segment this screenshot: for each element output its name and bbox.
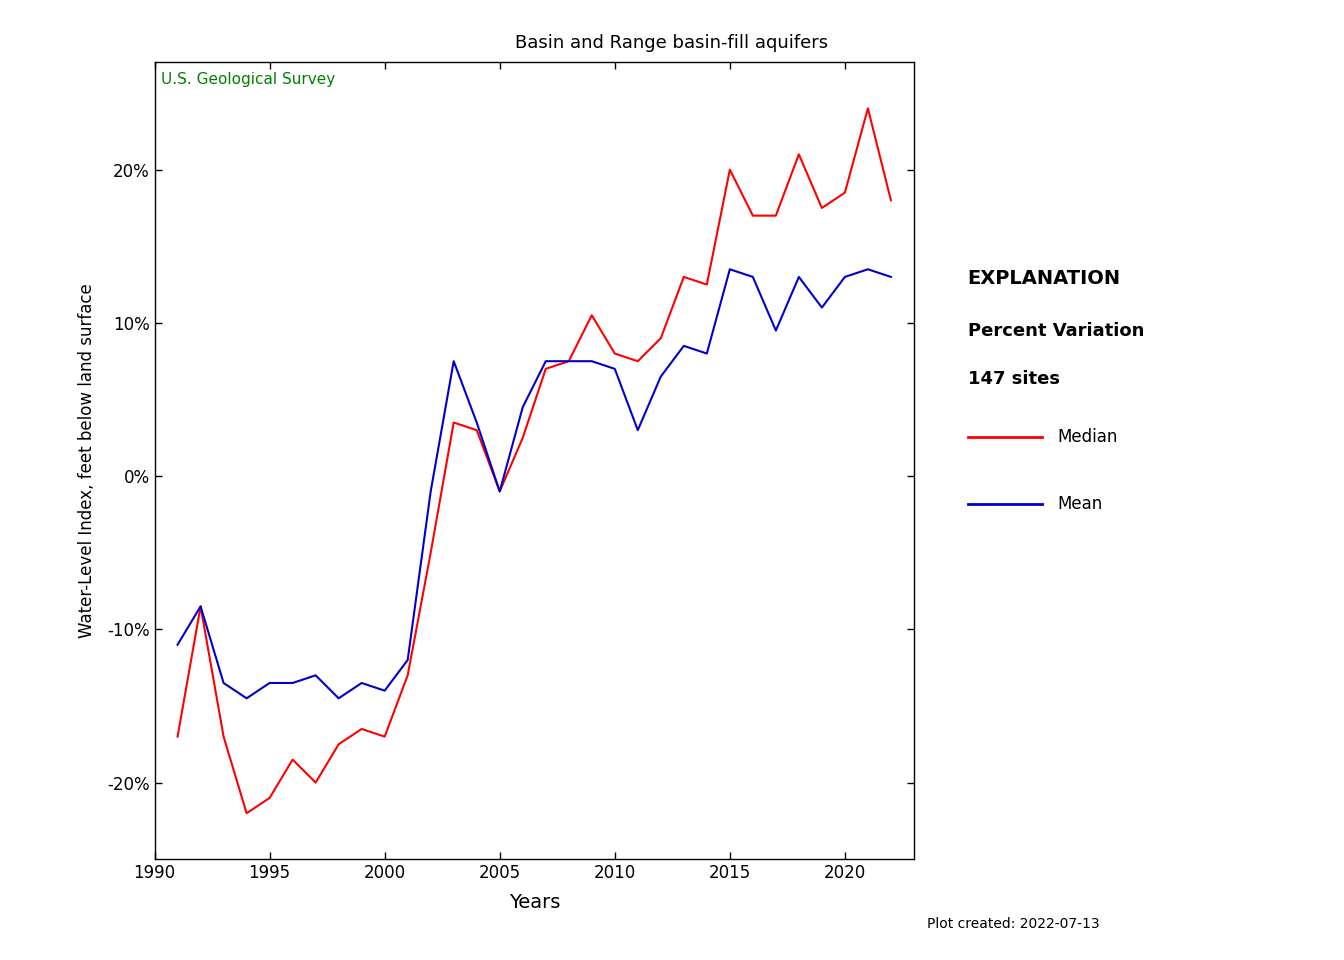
- Mean: [469, 417, 485, 428]
- Median: [262, 792, 278, 804]
- Median: [767, 210, 784, 222]
- Median: [814, 203, 831, 214]
- Median: [331, 738, 347, 750]
- Text: Mean: Mean: [1058, 495, 1103, 513]
- Mean: [515, 401, 531, 413]
- Median: [215, 731, 231, 742]
- Mean: [560, 355, 577, 367]
- Mean: [422, 486, 438, 497]
- Median: [515, 432, 531, 444]
- Median: [492, 486, 508, 497]
- Median: [469, 424, 485, 436]
- Median: [308, 777, 324, 788]
- Text: 147 sites: 147 sites: [968, 370, 1059, 388]
- Mean: [606, 363, 622, 374]
- Mean: [192, 601, 208, 612]
- Median: [353, 723, 370, 734]
- Mean: [492, 486, 508, 497]
- Mean: [745, 271, 761, 282]
- Mean: [262, 677, 278, 688]
- Mean: [376, 684, 392, 696]
- Median: [169, 731, 185, 742]
- Text: Basin and Range basin-fill aquifers: Basin and Range basin-fill aquifers: [516, 34, 828, 52]
- Median: [376, 731, 392, 742]
- Mean: [446, 355, 462, 367]
- Mean: [814, 301, 831, 313]
- Median: [630, 355, 646, 367]
- Mean: [630, 424, 646, 436]
- Mean: [399, 655, 415, 666]
- Median: [790, 149, 806, 160]
- Mean: [285, 677, 301, 688]
- Mean: [169, 639, 185, 651]
- Line: Mean: Mean: [177, 269, 891, 698]
- Median: [860, 103, 876, 114]
- Text: Median: Median: [1058, 428, 1118, 445]
- Median: [583, 309, 599, 321]
- Median: [560, 355, 577, 367]
- Mean: [353, 677, 370, 688]
- Text: Percent Variation: Percent Variation: [968, 322, 1144, 340]
- Mean: [860, 263, 876, 275]
- Mean: [676, 340, 692, 351]
- Mean: [538, 355, 554, 367]
- Text: EXPLANATION: EXPLANATION: [968, 269, 1121, 288]
- Mean: [837, 271, 853, 282]
- Mean: [308, 669, 324, 681]
- Median: [192, 601, 208, 612]
- Median: [538, 363, 554, 374]
- Mean: [699, 348, 715, 359]
- Median: [653, 332, 669, 344]
- Mean: [790, 271, 806, 282]
- Median: [883, 195, 899, 206]
- Y-axis label: Water-Level Index, feet below land surface: Water-Level Index, feet below land surfa…: [78, 283, 95, 638]
- Median: [722, 164, 738, 176]
- Mean: [238, 692, 254, 704]
- Line: Median: Median: [177, 108, 891, 813]
- Median: [285, 754, 301, 765]
- Text: U.S. Geological Survey: U.S. Geological Survey: [161, 72, 336, 87]
- Mean: [883, 271, 899, 282]
- Median: [446, 417, 462, 428]
- Text: Plot created: 2022-07-13: Plot created: 2022-07-13: [927, 917, 1099, 931]
- Median: [745, 210, 761, 222]
- Mean: [215, 677, 231, 688]
- Median: [422, 547, 438, 559]
- Median: [238, 807, 254, 819]
- Mean: [653, 371, 669, 382]
- Median: [837, 187, 853, 199]
- Median: [399, 669, 415, 681]
- Mean: [331, 692, 347, 704]
- Mean: [722, 263, 738, 275]
- Median: [676, 271, 692, 282]
- Median: [606, 348, 622, 359]
- X-axis label: Years: Years: [508, 893, 560, 912]
- Median: [699, 278, 715, 290]
- Mean: [583, 355, 599, 367]
- Mean: [767, 324, 784, 336]
